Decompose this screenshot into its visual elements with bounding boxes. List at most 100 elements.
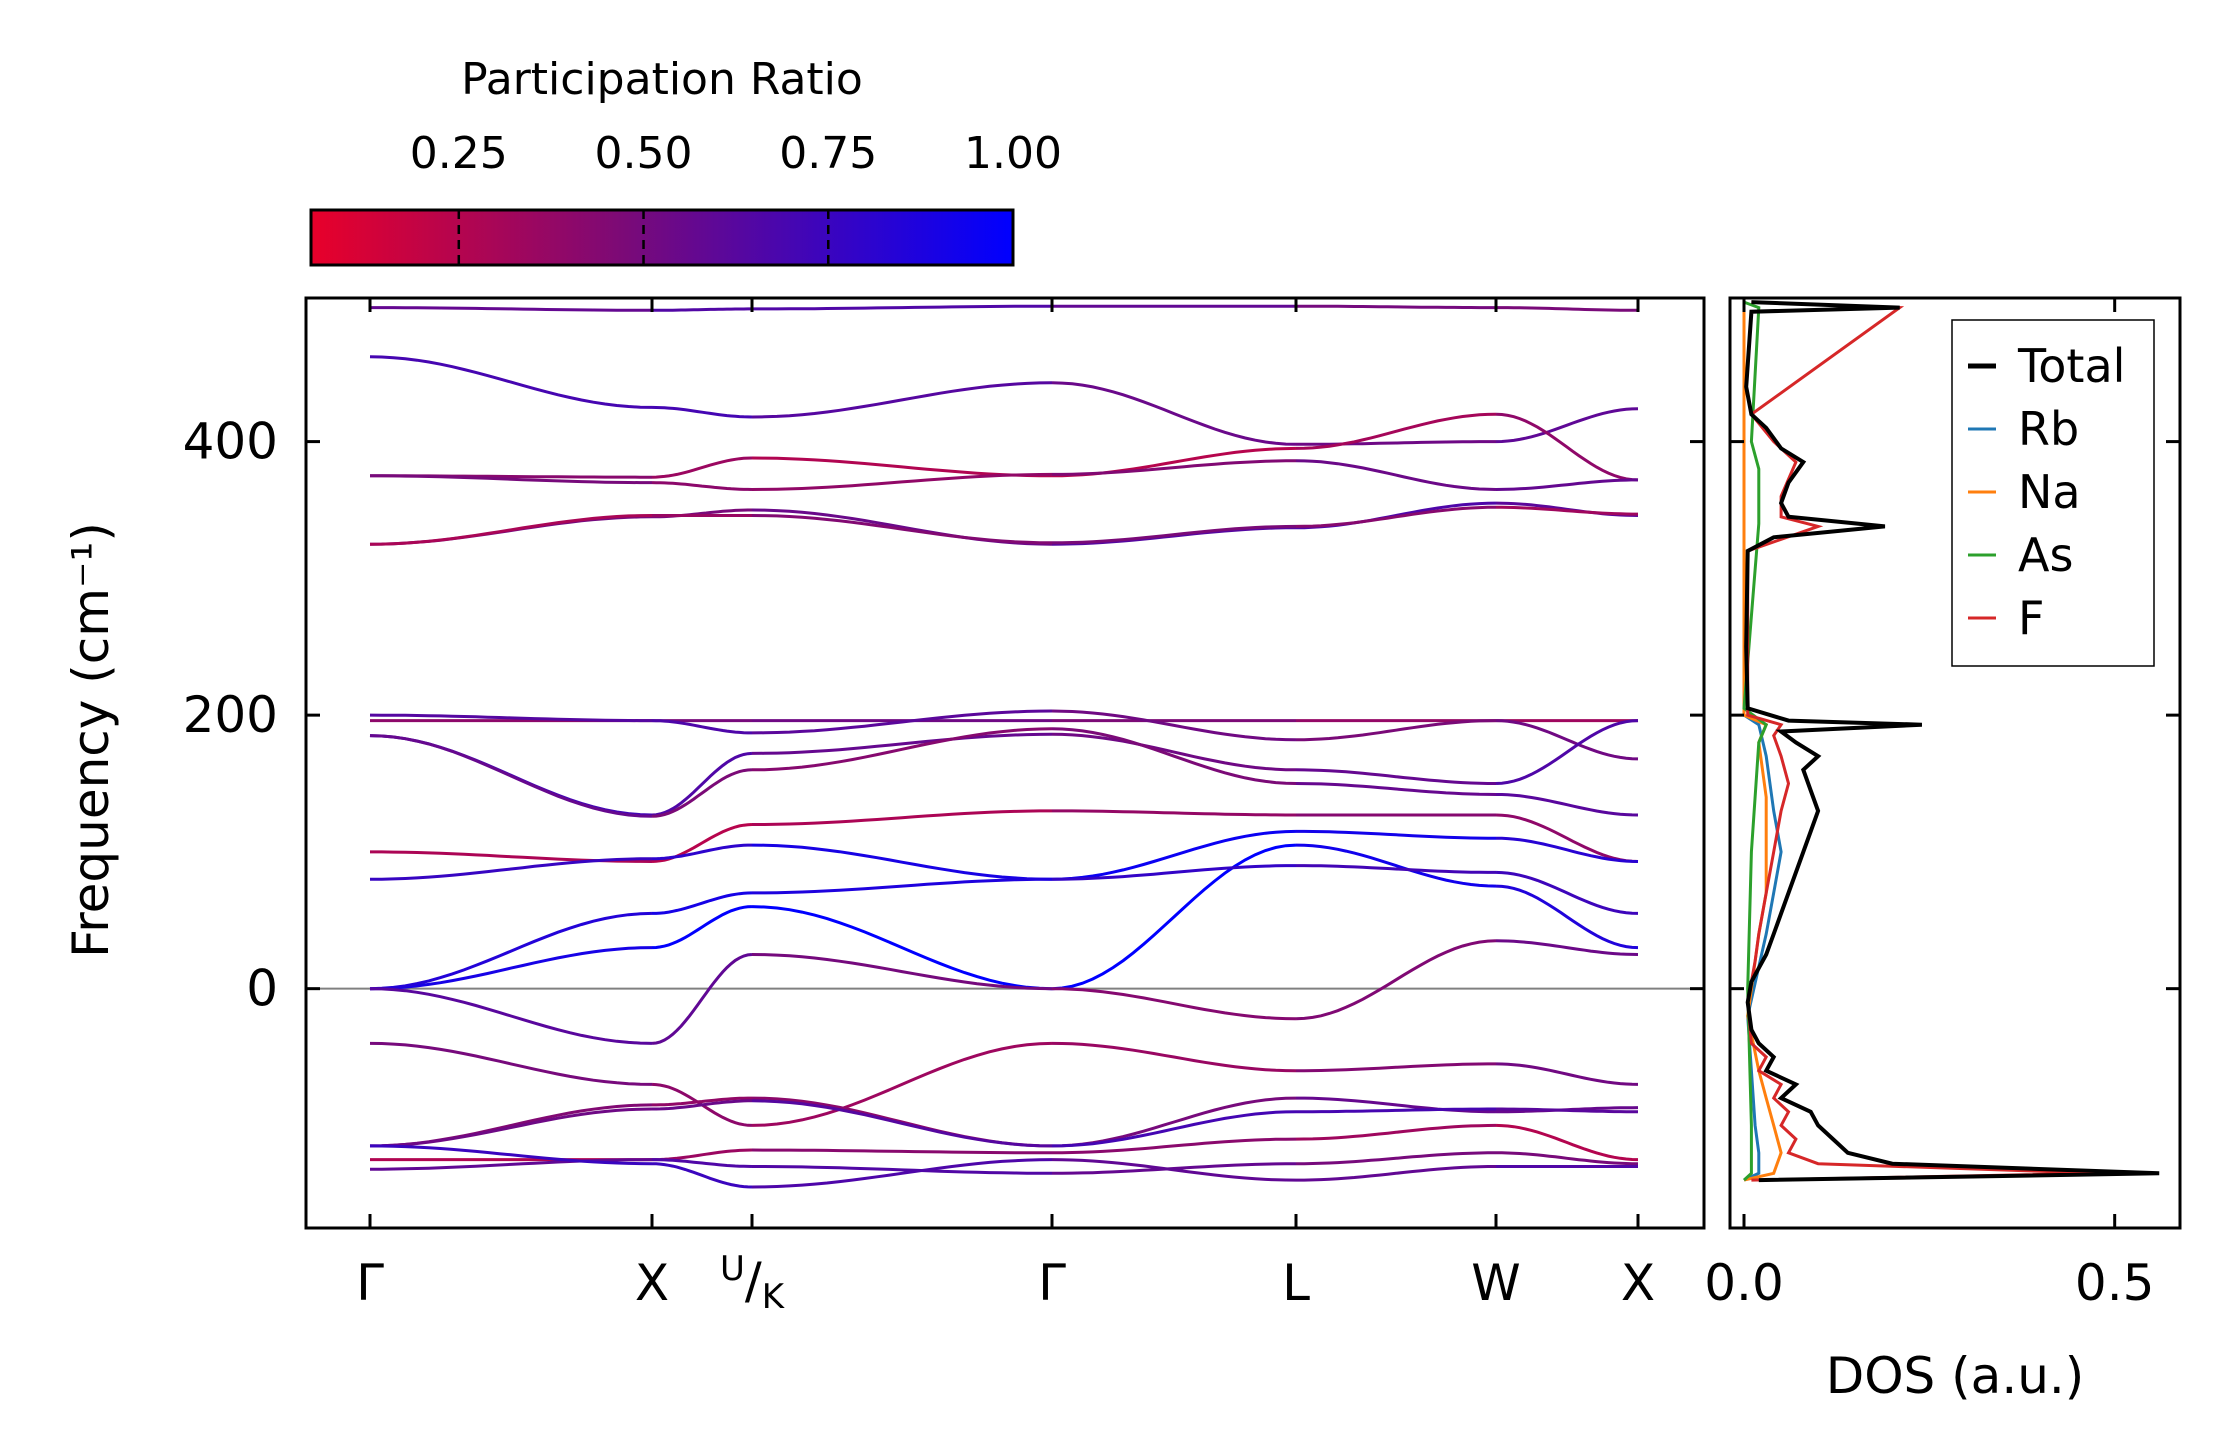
colorbar-tick-label: 0.75: [779, 128, 877, 179]
phonon-branch: [1295, 782, 1497, 796]
phonon-branch: [1295, 1123, 1497, 1141]
phonon-branch: [1051, 843, 1297, 991]
legend-label: Na: [2018, 465, 2081, 519]
phonon-branch: [1051, 864, 1296, 881]
phonon-branch: [1295, 1107, 1496, 1114]
phonon-branch: [1051, 381, 1297, 446]
phonon-branch: [752, 809, 1052, 826]
phonon-branch: [652, 1096, 752, 1107]
colorbar-tick-label: 1.00: [964, 128, 1062, 179]
k-label: X: [635, 1254, 669, 1312]
phonon-branch: [1496, 1107, 1639, 1114]
phonon-branch: [1051, 1158, 1297, 1182]
phonon-branch: [369, 713, 652, 723]
phonon-branch: [751, 843, 1053, 881]
phonon-branch: [369, 514, 653, 546]
phonon-branch: [1051, 709, 1297, 742]
band-y-ticks: 400 200 0: [183, 413, 1704, 1018]
phonon-branch: [1295, 459, 1497, 491]
phonon-branch: [1495, 407, 1639, 444]
k-label: L: [1282, 1254, 1310, 1312]
phonon-branch: [1496, 793, 1639, 817]
phonon-branch: [751, 1148, 1052, 1155]
phonon-branch: [1495, 1062, 1639, 1086]
phonon-branch: [1296, 829, 1496, 840]
k-label: Γ: [356, 1254, 384, 1312]
phonon-branch: [370, 306, 652, 312]
phonon-branch: [1495, 884, 1639, 950]
colorbar-tick-label: 0.25: [410, 128, 508, 179]
phonon-branch: [1052, 809, 1296, 817]
phonon-branch: [1051, 732, 1297, 772]
phonon-branch: [1295, 719, 1497, 742]
phonon-branch: [369, 1107, 653, 1148]
phonon-bands: [369, 304, 1639, 1189]
y-tick-label: 200: [183, 686, 278, 744]
phonon-branch: [651, 768, 753, 818]
phonon-branch: [651, 719, 752, 735]
phonon-branch: [651, 481, 753, 491]
phonon-branch: [651, 905, 753, 950]
phonon-branch: [1296, 1096, 1497, 1114]
phonon-branch: [751, 1158, 1053, 1189]
phonon-branch: [1296, 304, 1496, 310]
legend-label: F: [2018, 591, 2044, 645]
phonon-branch: [651, 953, 753, 1045]
phonon-branch: [1495, 1123, 1639, 1162]
phonon-branch: [1296, 1151, 1496, 1166]
colorbar-title: Participation Ratio: [461, 54, 863, 105]
phonon-branch: [651, 751, 753, 817]
phonon-branch: [1295, 505, 1496, 528]
phonon-branch: [1051, 1137, 1297, 1155]
phonon-branch: [1496, 306, 1638, 312]
colorbar: Participation Ratio 0.25 0.50 0.75 1.00: [309, 54, 1062, 267]
k-label: Γ: [1038, 1254, 1066, 1312]
phonon-branch: [369, 946, 653, 991]
phonon-branch: [1051, 829, 1297, 881]
dos-x-tick-label: 0.5: [2075, 1254, 2155, 1312]
phonon-branch: [652, 1099, 752, 1111]
dos-curve-total: [1744, 300, 2160, 1183]
phonon-branch: [751, 508, 1053, 546]
phonon-branch: [369, 911, 653, 991]
dos-curve-rb: [1742, 307, 1783, 1182]
phonon-branch: [369, 734, 653, 818]
phonon-branch: [751, 727, 1053, 772]
phonon-branch: [651, 823, 753, 863]
phonon-branch: [1296, 1062, 1496, 1073]
band-x-ticks: Γ X U/K Γ L W X: [356, 298, 1655, 1317]
legend-label: Total: [2017, 339, 2125, 393]
phonon-branch: [1052, 459, 1296, 476]
phonon-branch: [752, 877, 1052, 895]
colorbar-gradient: [309, 208, 1015, 267]
dos-y-ticks: [1730, 440, 2180, 991]
phonon-branch: [1051, 1110, 1297, 1148]
dos-x-ticks: 0.0 0.5: [1704, 298, 2154, 1312]
phonon-branch: [1296, 864, 1496, 874]
phonon-branch: [751, 905, 1053, 991]
phonon-branch: [369, 857, 653, 881]
phonon-branch: [1051, 987, 1297, 1021]
band-axes-frame: [304, 296, 1706, 1230]
phonon-branch: [370, 1158, 653, 1171]
phonon-branch: [1296, 1165, 1496, 1182]
phonon-branch: [651, 1162, 753, 1189]
phonon-branch: [652, 1148, 753, 1162]
phonon-branch: [651, 405, 753, 419]
x-axis-label-dos: DOS (a.u.): [1826, 1347, 2085, 1405]
phonon-branch: [652, 891, 753, 915]
colorbar-tick-label: 0.50: [595, 128, 693, 179]
phonon-branch: [752, 304, 1052, 311]
phonon-branch: [1295, 768, 1496, 785]
phonon-branch: [369, 1144, 653, 1166]
phonon-branch: [751, 709, 1053, 735]
dos-plot: 0.0 0.5 DOS (a.u.) Total Rb Na As F: [1704, 296, 2182, 1405]
legend-label: Rb: [2018, 402, 2079, 456]
phonon-branch: [751, 472, 1053, 491]
dos-x-tick-label: 0.0: [1704, 1254, 1784, 1312]
phonon-branch: [1295, 412, 1497, 450]
phonon-branch: [751, 381, 1053, 419]
phonon-branch: [751, 953, 1053, 991]
dos-legend: Total Rb Na As F: [1951, 319, 2155, 667]
